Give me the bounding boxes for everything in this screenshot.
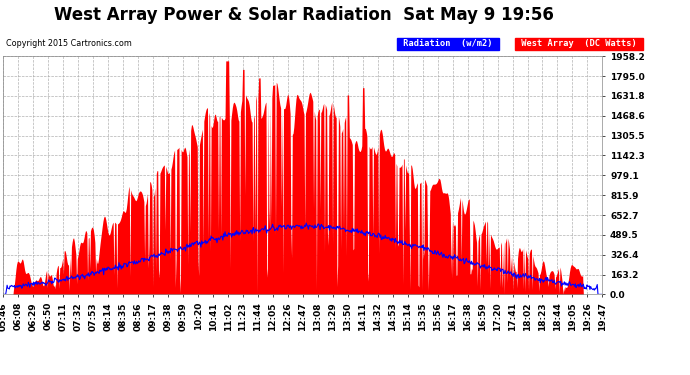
Text: West Array Power & Solar Radiation  Sat May 9 19:56: West Array Power & Solar Radiation Sat M… — [54, 6, 553, 24]
Text: Radiation  (w/m2): Radiation (w/m2) — [398, 39, 498, 48]
Text: West Array  (DC Watts): West Array (DC Watts) — [516, 39, 642, 48]
Text: Copyright 2015 Cartronics.com: Copyright 2015 Cartronics.com — [6, 39, 131, 48]
